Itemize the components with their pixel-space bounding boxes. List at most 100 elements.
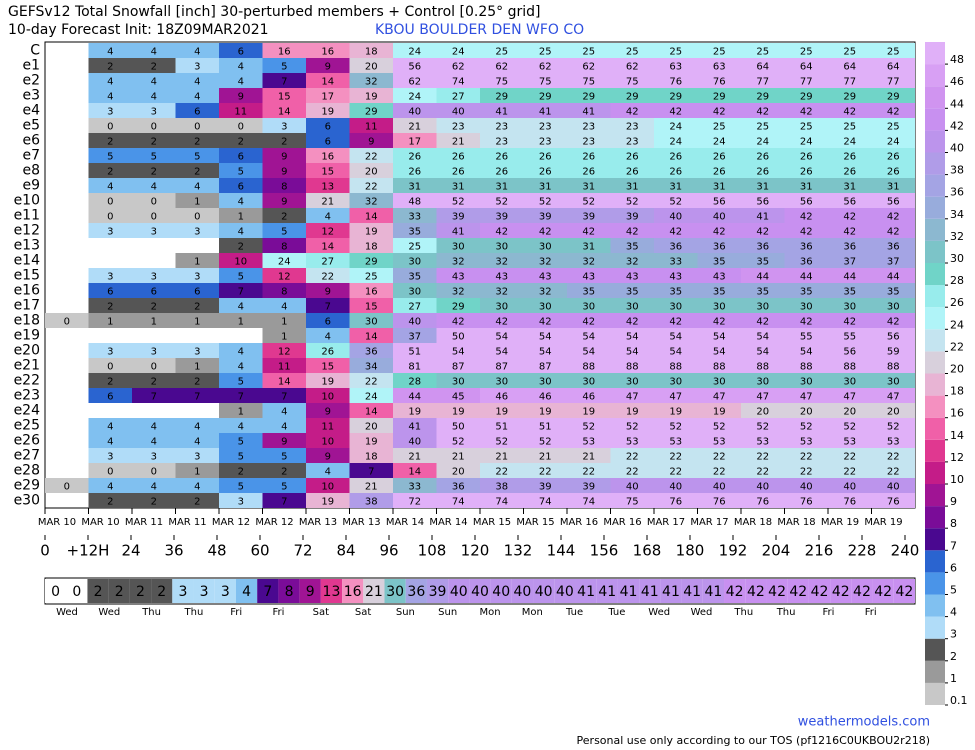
cell-label: 24 xyxy=(408,47,421,58)
cell-label: 39 xyxy=(539,212,552,223)
row-label: e6 xyxy=(22,133,40,149)
cell xyxy=(219,298,263,313)
cell xyxy=(871,133,915,148)
cell xyxy=(219,208,263,223)
colorbar-label: 32 xyxy=(950,230,964,243)
summary-cell xyxy=(363,579,385,603)
cell-label: 21 xyxy=(452,452,465,463)
date-label: MAR 12 xyxy=(212,517,250,528)
cell-label: 26 xyxy=(887,152,900,163)
cell xyxy=(610,493,654,508)
cell xyxy=(306,43,350,58)
cell xyxy=(175,358,219,373)
cell xyxy=(871,493,915,508)
cell xyxy=(262,103,306,118)
cell-label: 32 xyxy=(365,77,378,88)
cell-label: 88 xyxy=(582,362,595,373)
cell-label: 29 xyxy=(669,92,682,103)
cell xyxy=(175,298,219,313)
cell xyxy=(175,43,219,58)
cell-label: 26 xyxy=(582,152,595,163)
cell xyxy=(175,493,219,508)
cell xyxy=(741,58,785,73)
summary-label: 40 xyxy=(450,584,468,600)
row-label: e21 xyxy=(14,358,40,374)
cell xyxy=(567,193,611,208)
colorbar-label: 24 xyxy=(950,318,964,331)
date-label: MAR 19 xyxy=(821,517,859,528)
cell xyxy=(697,478,741,493)
cell xyxy=(262,403,306,418)
cell xyxy=(828,238,872,253)
cell-label: 19 xyxy=(669,407,682,418)
cell xyxy=(436,463,480,478)
cell xyxy=(132,178,176,193)
cell-label: 62 xyxy=(539,62,552,73)
cell xyxy=(871,358,915,373)
cell-label: 30 xyxy=(539,242,552,253)
cell-label: 4 xyxy=(151,437,157,448)
row-label: e11 xyxy=(14,208,40,224)
cell-label: 29 xyxy=(582,92,595,103)
cell xyxy=(828,208,872,223)
cell xyxy=(610,223,654,238)
colorbar-label: 46 xyxy=(950,75,964,88)
cell xyxy=(349,163,393,178)
cell xyxy=(306,343,350,358)
cell xyxy=(349,433,393,448)
colorbar-label: 38 xyxy=(950,164,964,177)
cell-label: 42 xyxy=(843,227,856,238)
colorbar-label: 16 xyxy=(950,407,964,420)
cell-label: 21 xyxy=(408,452,421,463)
cell-label: 64 xyxy=(887,62,900,73)
cell-label: 4 xyxy=(238,77,244,88)
cell xyxy=(741,178,785,193)
cell xyxy=(436,283,480,298)
cell xyxy=(306,433,350,448)
row-label: e18 xyxy=(14,313,40,329)
cell xyxy=(132,493,176,508)
cell-label: 19 xyxy=(582,407,595,418)
cell-label: 55 xyxy=(843,332,856,343)
cell xyxy=(262,478,306,493)
cell-label: 4 xyxy=(238,62,244,73)
cell-label: 30 xyxy=(843,302,856,313)
cell-label: 0 xyxy=(151,212,157,223)
summary-label: 4 xyxy=(242,584,251,600)
cell-label: 22 xyxy=(887,467,900,478)
cell xyxy=(610,283,654,298)
cell-label: 19 xyxy=(408,407,421,418)
date-label: MAR 15 xyxy=(473,517,511,528)
cell-label: 35 xyxy=(626,287,639,298)
cell-label: 38 xyxy=(495,482,508,493)
cell-label: 4 xyxy=(107,92,113,103)
cell xyxy=(88,58,132,73)
cell xyxy=(697,418,741,433)
cell-label: 3 xyxy=(194,62,200,73)
cell-label: 4 xyxy=(194,92,200,103)
cell-label: 36 xyxy=(365,347,378,358)
cell xyxy=(784,163,828,178)
cell xyxy=(393,298,437,313)
summary-cell xyxy=(214,579,236,603)
cell-label: 30 xyxy=(887,302,900,313)
cell-label: 75 xyxy=(626,77,639,88)
cell xyxy=(219,448,263,463)
cell-label: 4 xyxy=(107,47,113,58)
cell xyxy=(132,223,176,238)
cell-label: 47 xyxy=(756,392,769,403)
cell xyxy=(741,148,785,163)
cell xyxy=(610,208,654,223)
cell xyxy=(88,343,132,358)
cell-label: 32 xyxy=(539,287,552,298)
cell xyxy=(697,73,741,88)
cell-label: 44 xyxy=(800,272,813,283)
cell-label: 10 xyxy=(321,482,334,493)
cell-label: 40 xyxy=(408,317,421,328)
cell xyxy=(871,178,915,193)
cell xyxy=(480,358,524,373)
cell xyxy=(480,463,524,478)
cell-label: 19 xyxy=(452,407,465,418)
cell-label: 35 xyxy=(800,287,813,298)
cell xyxy=(697,403,741,418)
